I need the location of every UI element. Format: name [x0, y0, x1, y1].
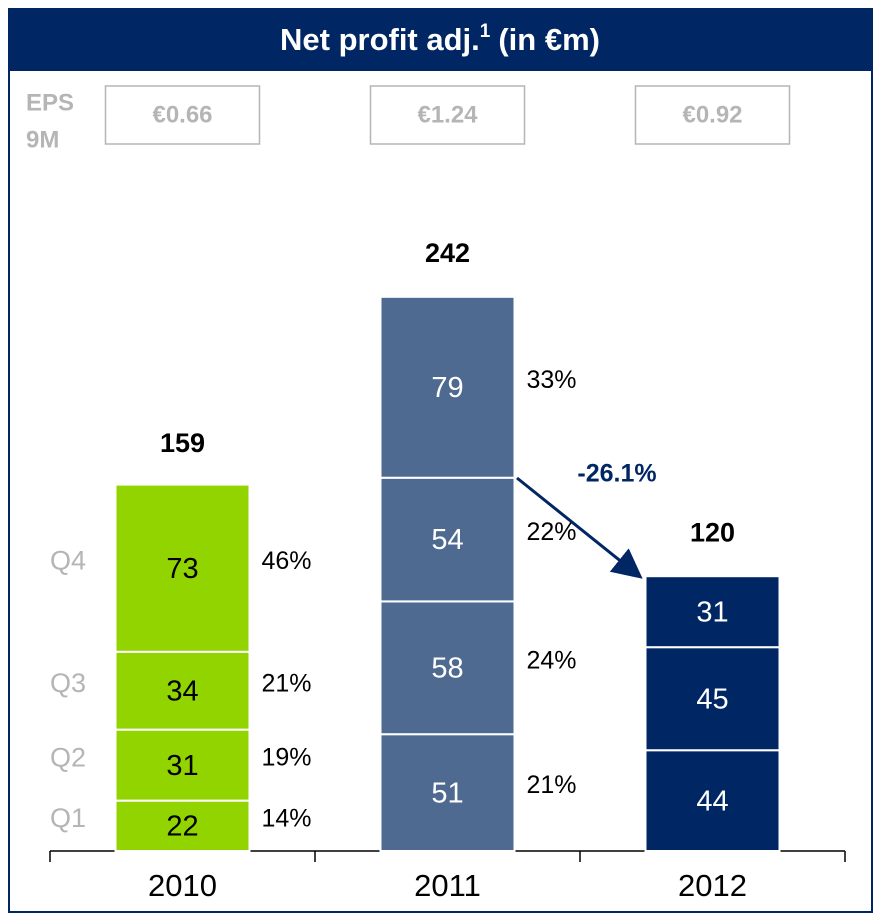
title-suffix: (in €m)	[498, 22, 600, 57]
eps-box	[104, 85, 261, 145]
annotation: -26.1%	[577, 460, 656, 488]
total-label: 159	[160, 428, 205, 458]
segment-label: 58	[431, 652, 463, 684]
segment-label: 51	[431, 777, 463, 809]
legend-label: Q3	[50, 668, 86, 698]
title-superscript: 1	[480, 21, 491, 42]
share-label: 14%	[262, 804, 312, 832]
bar-segment	[644, 646, 781, 752]
x-tick-label: 2010	[148, 868, 217, 903]
segment-label: 34	[166, 675, 198, 707]
share-label: 19%	[262, 744, 312, 772]
share-label: 46%	[262, 547, 312, 575]
change-arrow	[516, 476, 643, 579]
eps-box	[634, 85, 791, 145]
bar-segment	[379, 600, 516, 736]
bar-segment	[379, 733, 516, 853]
total-label: 120	[690, 517, 735, 547]
share-label: 21%	[262, 669, 312, 697]
segment-label: 31	[166, 750, 198, 782]
bar-segment	[644, 575, 781, 649]
segment-label: 54	[431, 524, 463, 556]
x-tick-label: 2012	[678, 868, 747, 903]
eps-value: €1.24	[417, 101, 478, 128]
share-label: 22%	[527, 518, 577, 546]
eps-box	[369, 85, 526, 145]
eps-value: €0.92	[682, 101, 742, 128]
share-label: 24%	[527, 646, 577, 674]
segment-label: 73	[166, 553, 198, 585]
x-tick-label: 2011	[414, 868, 481, 903]
legend-label: Q1	[50, 803, 86, 833]
segment-label: 45	[696, 683, 728, 715]
eps-value: €0.66	[152, 101, 212, 128]
bar-segment	[114, 728, 251, 802]
legend-label: Q2	[50, 742, 86, 772]
header	[9, 9, 872, 71]
total-label: 242	[425, 238, 470, 268]
bar-segment	[379, 295, 516, 479]
segment-label: 44	[696, 785, 728, 817]
share-label: 33%	[527, 366, 577, 394]
bar-segment	[379, 476, 516, 603]
title-main: Net profit adj.	[280, 22, 480, 57]
segment-label: 79	[431, 372, 463, 404]
segment-label: 22	[166, 810, 198, 842]
eps-label: EPS	[26, 89, 74, 116]
legend-label: Q4	[50, 545, 86, 575]
segment-label: 31	[696, 596, 728, 628]
chart-title: Net profit adj.1 (in €m)	[280, 21, 600, 57]
eps-label: 9M	[26, 126, 59, 153]
share-label: 21%	[527, 771, 577, 799]
bar-segment	[114, 483, 251, 653]
